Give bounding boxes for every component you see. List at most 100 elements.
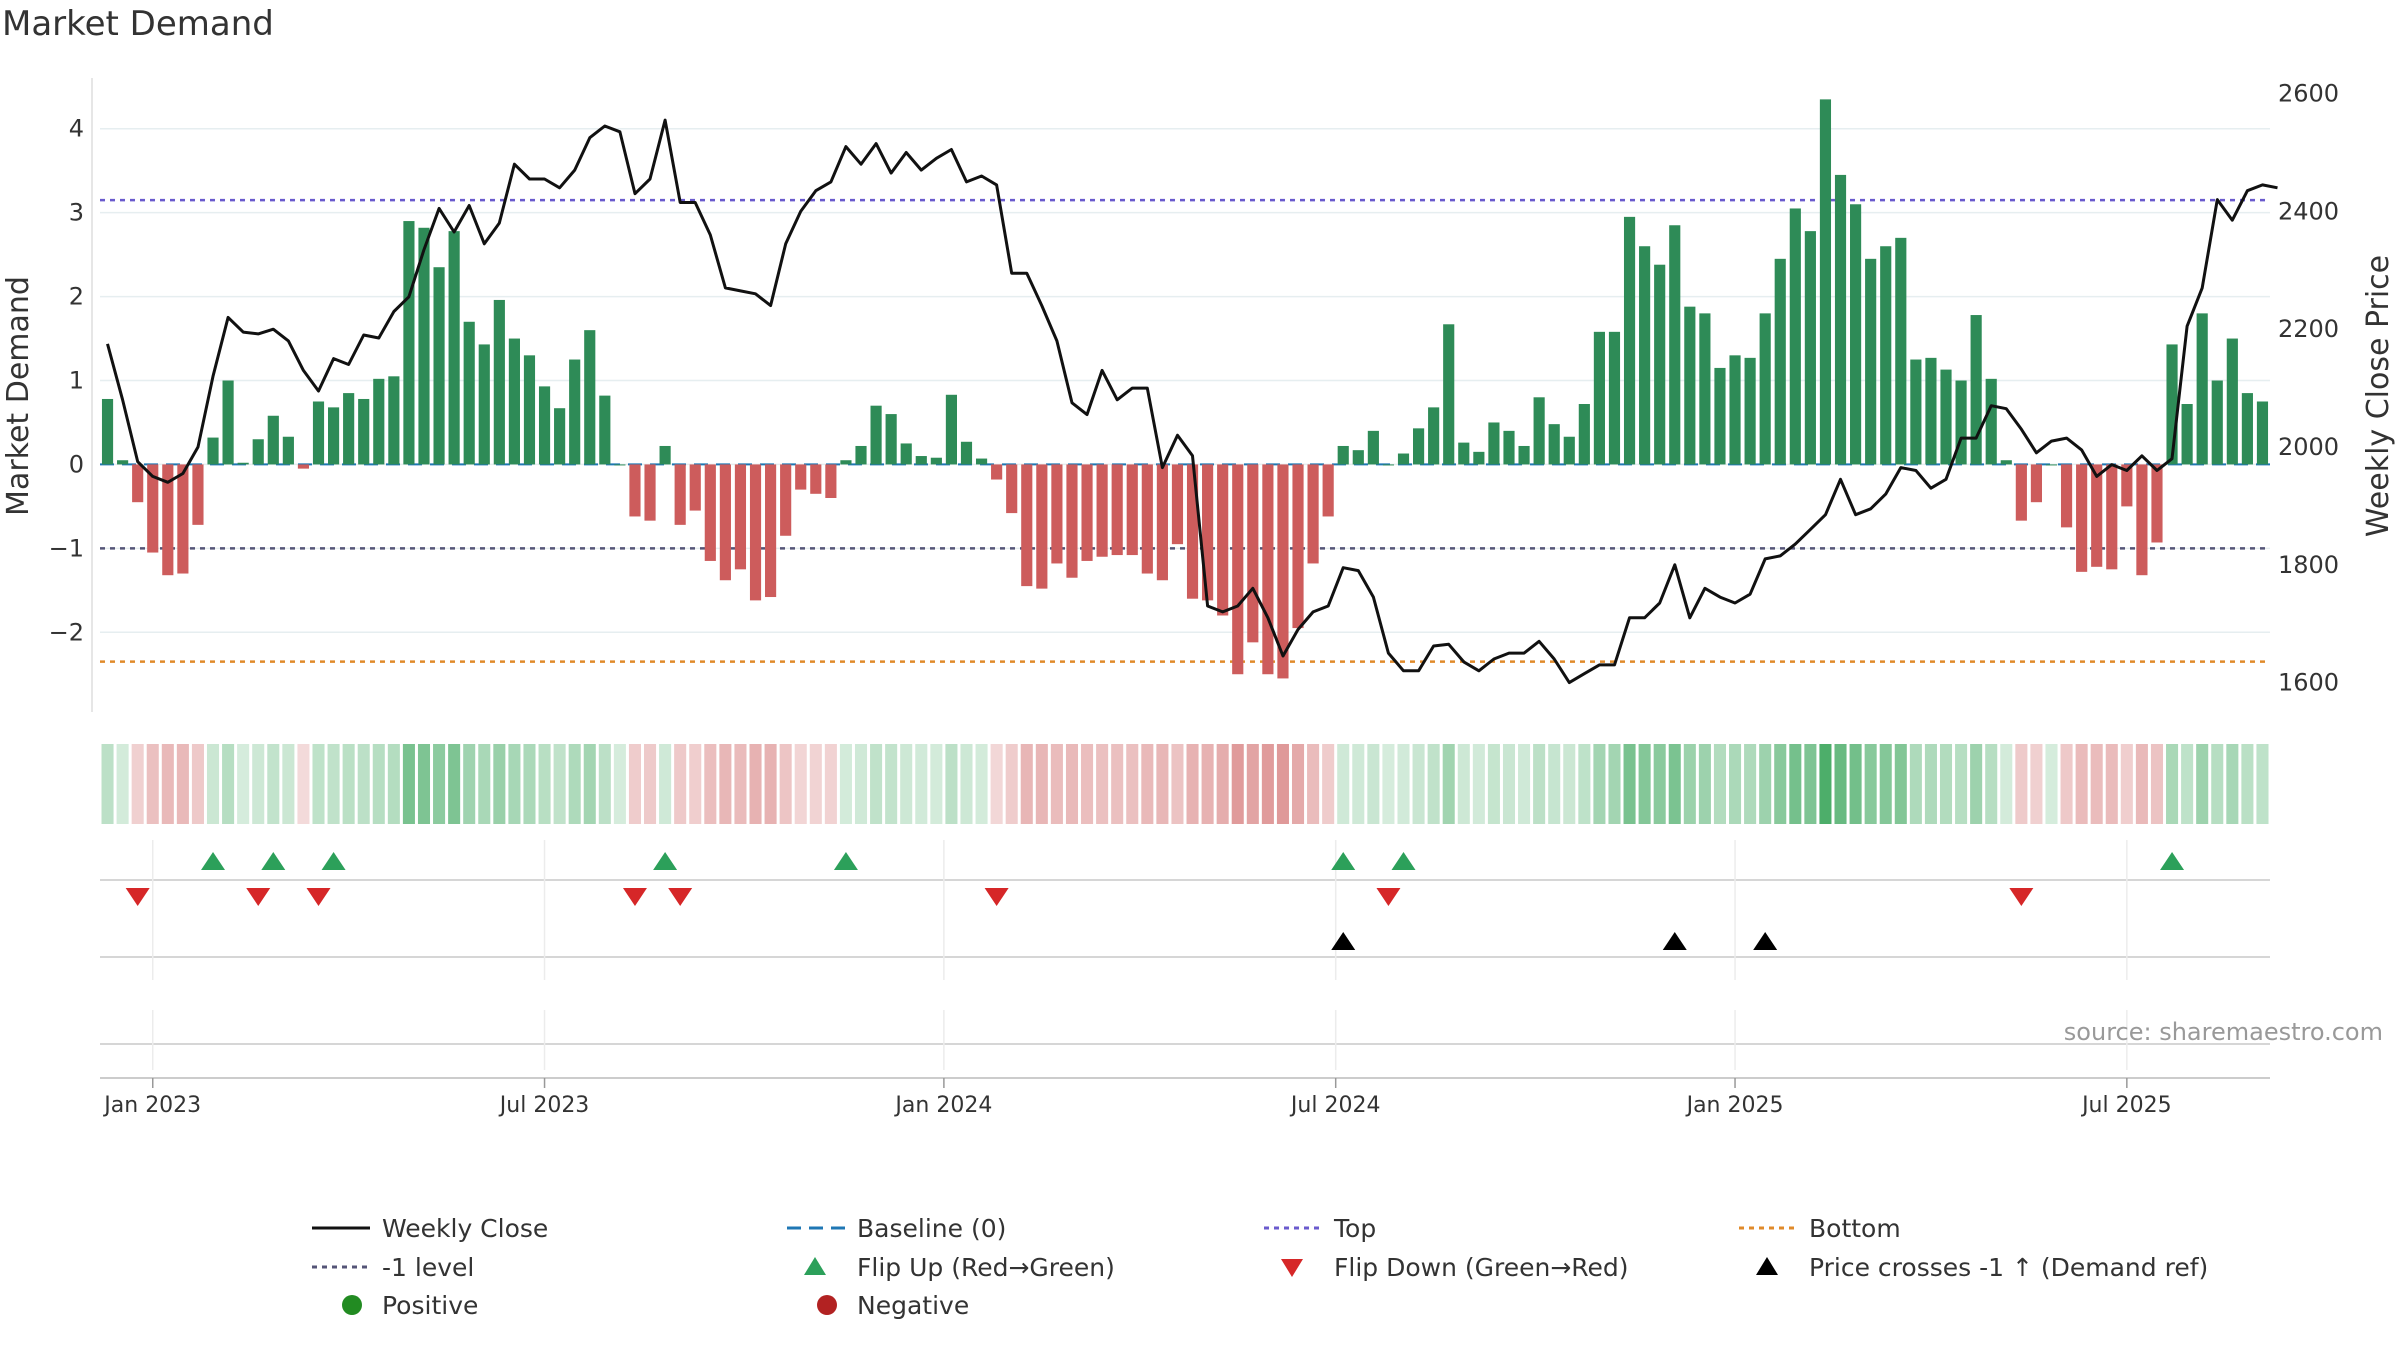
demand-bar	[177, 464, 189, 574]
demand-bar	[584, 330, 596, 465]
demand-strip-cell	[1533, 744, 1546, 824]
y-tick-label: −2	[49, 618, 84, 646]
demand-strip-cell	[1939, 744, 1953, 824]
demand-strip-cell	[568, 744, 581, 824]
demand-bar	[810, 464, 822, 494]
demand-strip-cell	[1065, 744, 1079, 824]
legend-label: Flip Down (Green→Red)	[1334, 1253, 1629, 1282]
demand-strip-cell	[1201, 744, 1214, 824]
demand-strip-cell	[1035, 744, 1048, 824]
demand-strip-cell	[237, 744, 250, 824]
demand-bar	[2060, 464, 2073, 528]
demand-strip-cell	[1291, 744, 1305, 824]
demand-strip-cell	[1789, 744, 1802, 824]
demand-strip-cell	[2120, 744, 2133, 824]
demand-strip-cell	[2166, 744, 2179, 824]
demand-strip-cell	[1171, 744, 1184, 824]
demand-strip-cell	[2241, 744, 2254, 824]
demand-bar	[644, 464, 656, 521]
demand-bar	[1593, 331, 1605, 465]
demand-bar	[207, 437, 219, 465]
demand-strip-cell	[176, 744, 189, 824]
demand-bar	[1232, 464, 1244, 675]
demand-bar	[1202, 464, 1214, 601]
flip-down-marker	[125, 888, 150, 906]
demand-strip-cell	[2000, 744, 2013, 824]
demand-strip-cell	[267, 744, 280, 824]
demand-strip-cell	[2211, 744, 2224, 824]
demand-strip-cell	[1246, 744, 1259, 824]
y2-tick-label: 2400	[2278, 197, 2339, 225]
demand-bar	[1533, 397, 1545, 465]
demand-strip-cell	[2090, 744, 2103, 824]
demand-strip-cell	[1638, 744, 1651, 824]
demand-bar	[1654, 264, 1666, 465]
demand-strip-cell	[282, 744, 295, 824]
demand-bar	[1141, 464, 1153, 574]
demand-strip-cell	[2075, 744, 2088, 824]
demand-strip-cell	[930, 744, 943, 824]
demand-strip-cell	[1141, 744, 1154, 824]
demand-strip-cell	[644, 744, 657, 824]
flip-up-marker	[653, 852, 678, 870]
legend-label: -1 level	[382, 1253, 474, 1282]
demand-bar	[1397, 453, 1410, 465]
demand-bar	[1066, 464, 1078, 578]
demand-strip-cell	[448, 744, 461, 824]
demand-bar	[1744, 357, 1756, 465]
demand-bar	[1262, 464, 1274, 675]
demand-bar	[1277, 464, 1289, 679]
y-tick-label: 2	[69, 283, 84, 311]
y-tick-label: −1	[49, 534, 84, 562]
demand-bar	[1985, 378, 1997, 465]
chart-title: Market Demand	[2, 4, 274, 44]
demand-strip-cell	[222, 744, 235, 824]
demand-bar	[358, 398, 370, 465]
y2-tick-label: 2200	[2278, 315, 2339, 343]
demand-strip-cell	[764, 744, 777, 824]
cross-marker	[1662, 932, 1687, 950]
demand-strip-cell	[508, 744, 521, 824]
y2-tick-label: 1600	[2278, 669, 2339, 697]
demand-bar	[2121, 464, 2133, 507]
demand-strip-cell	[1367, 744, 1380, 824]
demand-strip-cell	[628, 744, 641, 824]
demand-bar	[1428, 407, 1440, 465]
demand-bar	[162, 464, 174, 576]
demand-strip-cell	[1276, 744, 1289, 824]
legend-label: Bottom	[1809, 1214, 1901, 1243]
demand-bar	[991, 464, 1003, 480]
demand-bar	[840, 460, 852, 465]
demand-strip-cell	[2135, 744, 2148, 824]
reference-lines	[100, 198, 2270, 663]
demand-bar	[719, 464, 731, 581]
demand-bar	[1789, 208, 1801, 465]
demand-bar	[960, 441, 973, 465]
demand-strip-cell	[1307, 744, 1320, 824]
demand-bar	[222, 380, 234, 465]
demand-bar	[674, 464, 686, 525]
flip-down-marker	[306, 888, 331, 906]
demand-bar	[448, 231, 460, 465]
demand-bar	[267, 415, 279, 465]
demand-strip-cell	[1849, 744, 1862, 824]
demand-strip-cell	[583, 744, 596, 824]
demand-bar	[1910, 359, 1922, 465]
demand-strip-cell	[1412, 744, 1425, 824]
x-axis: Jan 2023 Jul 2023 Jan 2024 Jul 2024 Jan 2025…	[100, 1018, 2383, 1118]
demand-strip-cell	[2045, 744, 2058, 824]
demand-bar	[1819, 99, 1832, 465]
demand-strip-cell	[2256, 744, 2269, 824]
demand-bar	[1608, 331, 1621, 465]
demand-bar	[2241, 393, 2253, 465]
demand-strip-cell	[1397, 744, 1410, 824]
demand-bar	[1729, 355, 1741, 465]
demand-bar	[2211, 380, 2223, 465]
legend-label: Positive	[382, 1291, 478, 1320]
demand-strip-cell	[1081, 744, 1094, 824]
demand-strip-cell	[206, 744, 220, 824]
demand-bar	[1247, 464, 1259, 643]
demand-bar	[2226, 338, 2238, 465]
demand-bar	[1955, 380, 1967, 465]
demand-strip-cell	[1759, 744, 1772, 824]
